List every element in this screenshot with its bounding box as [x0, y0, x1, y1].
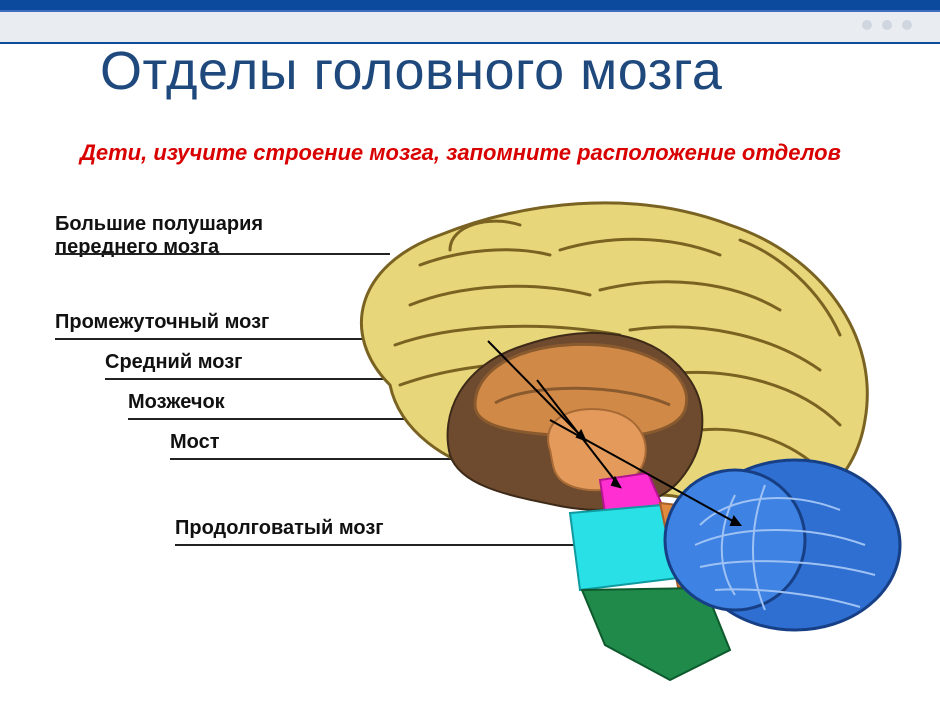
label-diencephalon: Промежуточный мозг [55, 311, 269, 334]
label-pons: Мост [170, 431, 220, 454]
diagram-stage: Большие полушария переднего мозгаПромежу… [0, 195, 940, 695]
slide: Отделы головного мозга Дети, изучите стр… [0, 0, 940, 704]
bullet-icon [862, 20, 872, 30]
label-midbrain: Средний мозг [105, 351, 242, 374]
pons-shape [570, 505, 678, 590]
page-subtitle: Дети, изучите строение мозга, запомните … [80, 140, 920, 166]
page-title: Отделы головного мозга [100, 40, 722, 102]
header-bar-light [0, 10, 940, 44]
brain-svg [300, 195, 920, 695]
brain-diagram [300, 195, 920, 695]
header-bar-dark [0, 0, 940, 10]
bullet-icon [882, 20, 892, 30]
label-cerebellum: Мозжечок [128, 391, 225, 414]
header-bullets [862, 20, 912, 30]
bullet-icon [902, 20, 912, 30]
